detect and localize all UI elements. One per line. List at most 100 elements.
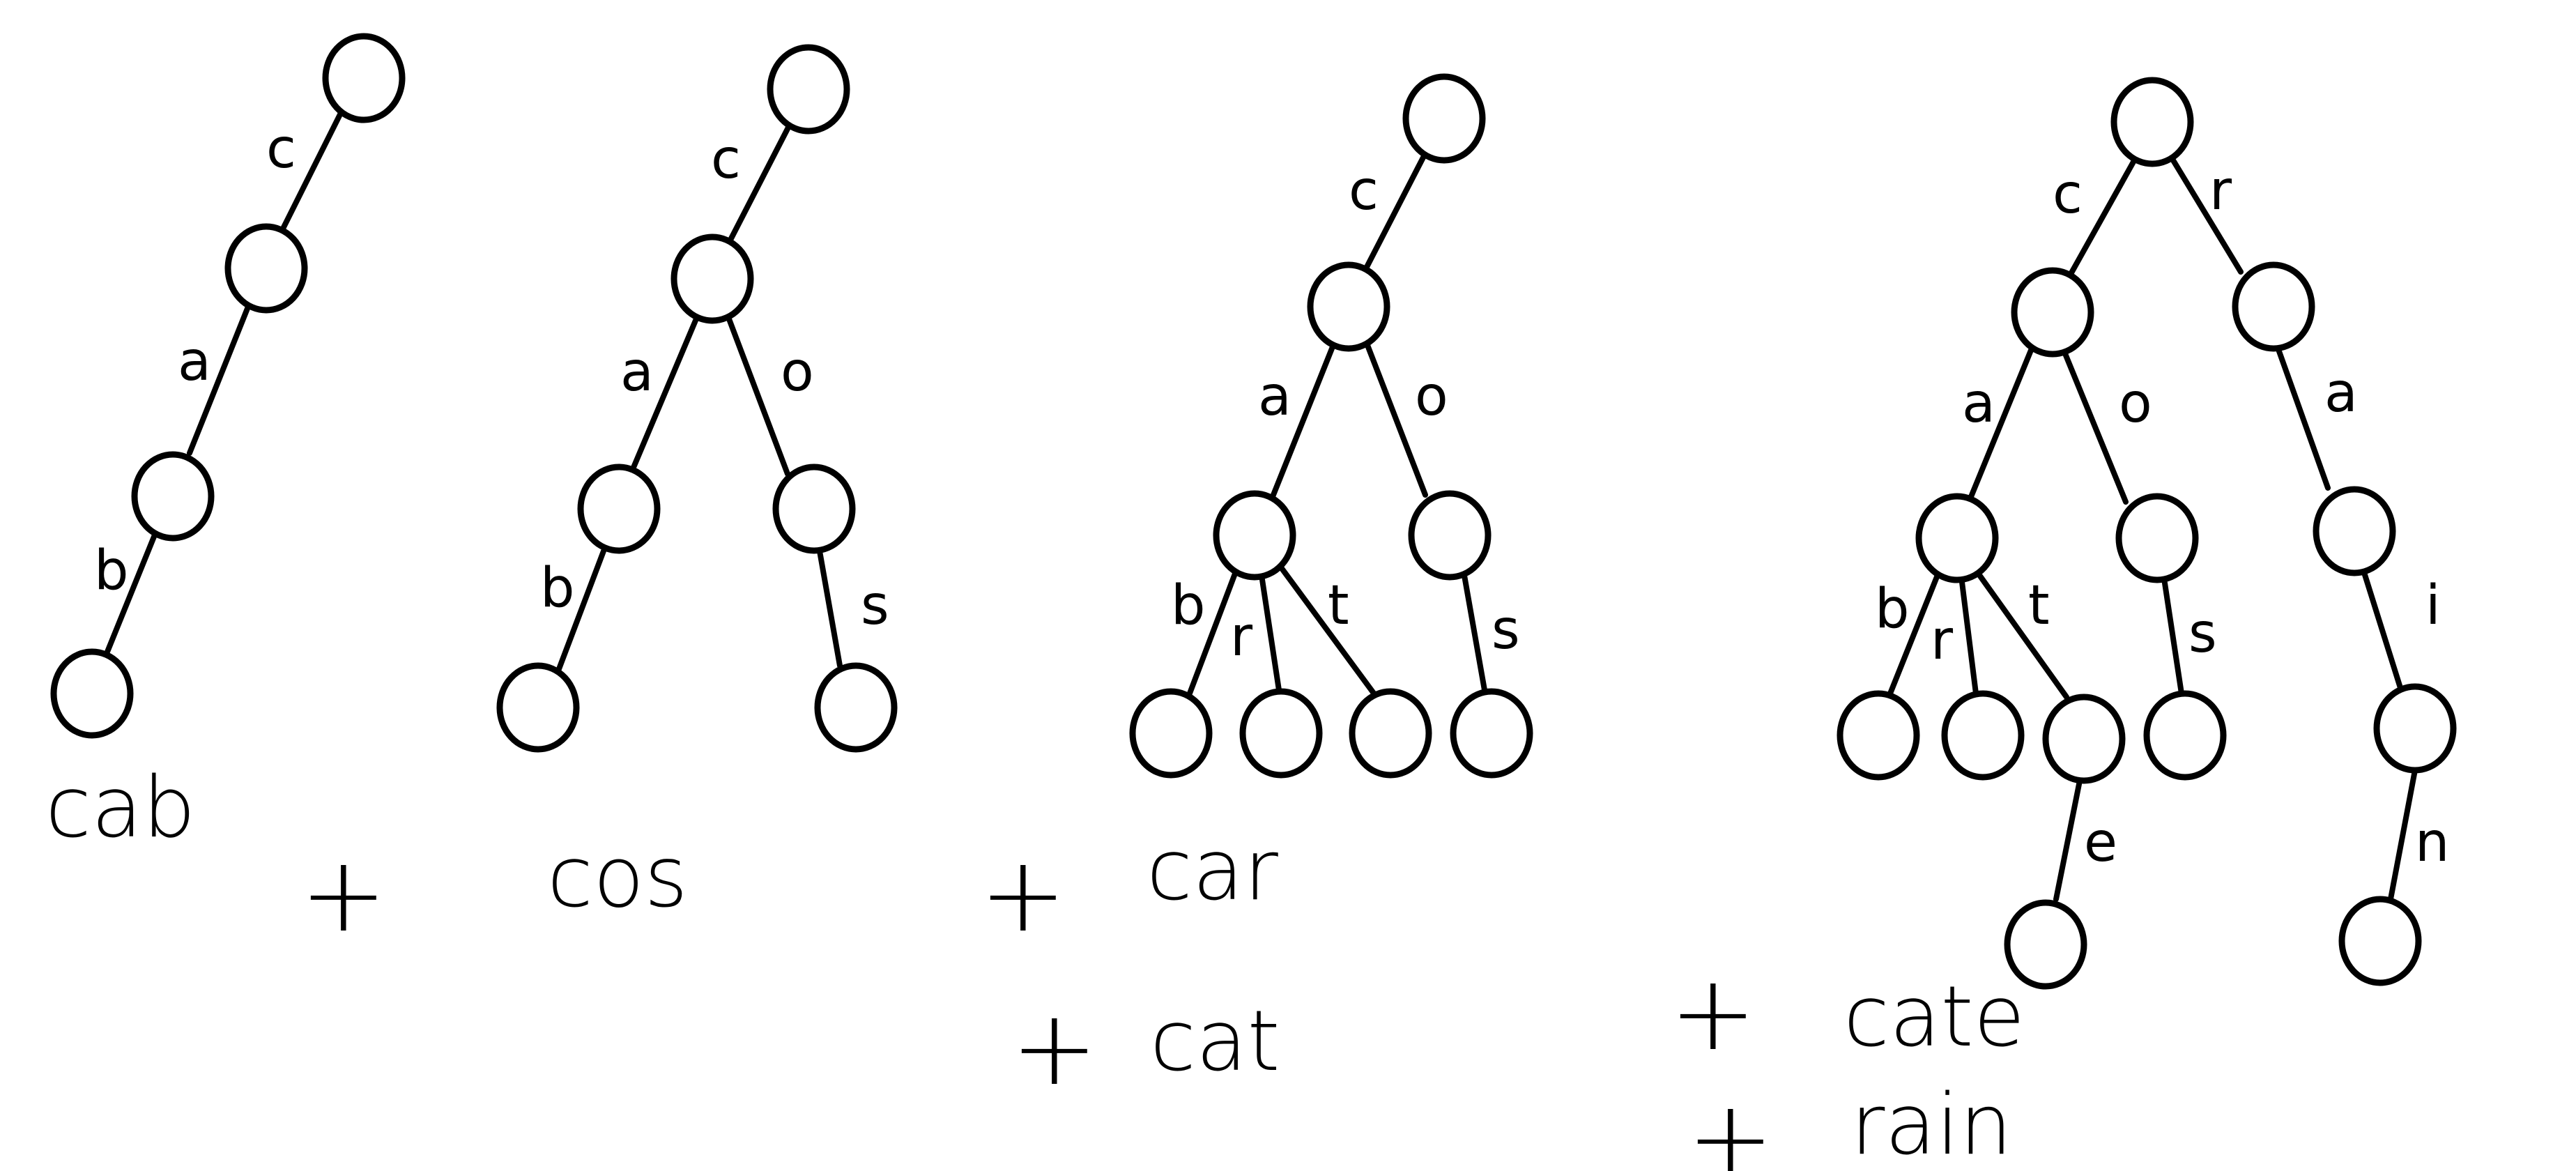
trie-2-node bbox=[577, 464, 661, 554]
trie-4-edge-i bbox=[2360, 565, 2404, 693]
trie-3-edge-o bbox=[1363, 339, 1428, 498]
trie-3-edge-a bbox=[1269, 339, 1337, 501]
trie-1-node-root bbox=[322, 33, 406, 123]
trie-2-edge-label: b bbox=[540, 557, 575, 620]
trie-1-edge-a bbox=[187, 297, 254, 456]
trie-4-edge-label: r bbox=[1931, 609, 1954, 672]
trie-4-edge-label: a bbox=[1962, 372, 1995, 435]
trie-2-edge-s bbox=[816, 544, 843, 668]
trie-4-node bbox=[2004, 899, 2087, 990]
plus-sign: + bbox=[979, 834, 1067, 956]
trie-2-node bbox=[814, 662, 898, 753]
trie-3-node bbox=[1450, 688, 1533, 779]
trie-2-edge-o bbox=[726, 314, 790, 477]
word-cab: cab bbox=[45, 760, 196, 857]
trie-3-edge-label: s bbox=[1492, 599, 1520, 661]
trie-2-edge-b bbox=[555, 541, 609, 675]
trie-1-node bbox=[224, 223, 308, 314]
trie-1-node bbox=[50, 648, 134, 739]
trie-4-edge-a2 bbox=[2273, 339, 2331, 491]
trie-3-node bbox=[1349, 688, 1432, 779]
trie-4-edge-label: o bbox=[2119, 372, 2152, 435]
trie-3-edge-label: b bbox=[1171, 574, 1206, 637]
trie-3-edge-label: a bbox=[1258, 365, 1291, 428]
trie-2-edge-label: s bbox=[861, 574, 889, 637]
trie-4-edge-label: b bbox=[1875, 578, 1910, 641]
trie-1-edge-label: c bbox=[266, 118, 296, 181]
trie-4-node bbox=[2011, 267, 2094, 358]
trie-2: c a o b s bbox=[496, 44, 898, 753]
trie-4-node bbox=[2143, 690, 2227, 781]
trie-1-edge-label: a bbox=[178, 330, 211, 393]
trie-4-node bbox=[2373, 683, 2457, 774]
trie-3-edge-label: c bbox=[1349, 160, 1379, 222]
trie-4-edge-b bbox=[1886, 572, 1940, 700]
trie-2-edge-c bbox=[726, 119, 794, 247]
trie-4-edge-s bbox=[2161, 576, 2184, 696]
trie-4-edge-r bbox=[2168, 154, 2244, 275]
trie-4-edge-label: i bbox=[2425, 574, 2441, 637]
trie-2-node bbox=[772, 464, 856, 554]
trie-4-node bbox=[2232, 261, 2315, 352]
trie-4-edge-o bbox=[2060, 346, 2129, 505]
trie-4-node bbox=[1837, 690, 1920, 781]
trie-4-edge-label: a bbox=[2324, 362, 2358, 424]
trie-4-edge-a bbox=[1966, 346, 2034, 505]
trie-4-node bbox=[2042, 694, 2126, 784]
trie-4-edge-label: n bbox=[2415, 811, 2449, 874]
trie-2-node bbox=[496, 662, 580, 753]
trie-1-edge-c bbox=[279, 109, 344, 233]
trie-4-node bbox=[1941, 690, 2025, 781]
trie-1: c a b bbox=[50, 33, 406, 739]
trie-1-edge-label: b bbox=[94, 539, 129, 602]
trie-4-edge-c bbox=[2067, 154, 2139, 278]
plus-sign: + bbox=[1687, 1078, 1774, 1171]
trie-4-node bbox=[2338, 896, 2422, 986]
trie-4-edge-label: c bbox=[2053, 163, 2083, 226]
trie-2-edge-label: o bbox=[781, 341, 814, 404]
trie-4-edge-t bbox=[1977, 572, 2069, 700]
trie-4-edge-label: t bbox=[2028, 574, 2050, 637]
trie-4-edge-e bbox=[2053, 774, 2083, 902]
trie-4-node bbox=[2115, 493, 2199, 583]
trie-3-edge-c bbox=[1363, 151, 1428, 271]
trie-3-node-root bbox=[1402, 73, 1486, 164]
trie-3-edge-t bbox=[1276, 562, 1379, 700]
trie-1-node bbox=[131, 451, 215, 542]
trie-3: c a o b r t s bbox=[1129, 73, 1533, 779]
trie-3-edge-label: o bbox=[1415, 365, 1448, 428]
trie-2-edge-a bbox=[628, 314, 700, 477]
word-cat: cat bbox=[1150, 993, 1280, 1090]
trie-2-edge-label: c bbox=[711, 128, 741, 191]
trie-3-node bbox=[1408, 490, 1492, 581]
trie-4-edge-label: s bbox=[2188, 602, 2217, 665]
word-list: cab + cos + car + cat + cate + rain bbox=[45, 760, 2025, 1171]
trie-3-edge-s bbox=[1461, 569, 1487, 693]
word-car: car bbox=[1147, 822, 1279, 919]
trie-3-node bbox=[1307, 261, 1390, 352]
trie-3-node bbox=[1213, 490, 1296, 581]
trie-4-edge-r2 bbox=[1959, 579, 1979, 696]
trie-4-node bbox=[2313, 486, 2396, 576]
trie-2-node-root bbox=[767, 44, 850, 135]
plus-sign: + bbox=[300, 834, 388, 956]
plus-sign: + bbox=[1011, 988, 1098, 1109]
trie-4-edge-label: r bbox=[2209, 160, 2232, 222]
trie-4: c r a o a b r t s i e n bbox=[1837, 77, 2457, 990]
word-cate: cate bbox=[1843, 969, 2025, 1066]
trie-4-edge-label: e bbox=[2084, 811, 2117, 874]
word-cos: cos bbox=[547, 829, 688, 926]
trie-4-node-root bbox=[2110, 77, 2194, 167]
plus-sign: + bbox=[1669, 953, 1757, 1074]
trie-1-edge-b bbox=[102, 527, 160, 661]
trie-4-edge-n bbox=[2388, 767, 2418, 902]
trie-2-node bbox=[670, 234, 754, 324]
trie-3-node bbox=[1239, 688, 1323, 779]
trie-3-edge-label: r bbox=[1230, 606, 1253, 668]
trie-3-node bbox=[1129, 688, 1213, 779]
trie-3-edge-r bbox=[1259, 572, 1282, 693]
trie-3-edge-b bbox=[1186, 565, 1240, 700]
word-rain: rain bbox=[1850, 1077, 2012, 1171]
trie-3-edge-label: t bbox=[1328, 574, 1349, 637]
